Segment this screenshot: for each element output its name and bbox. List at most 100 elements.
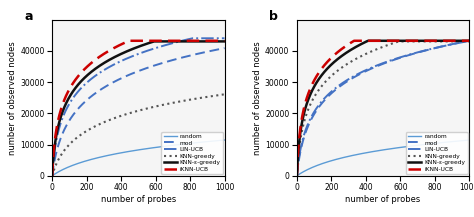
mod bbox=[187, 54, 192, 57]
Y-axis label: number of observed nodes: number of observed nodes bbox=[9, 41, 18, 155]
Line: random: random bbox=[52, 140, 225, 176]
KNN-greedy bbox=[184, 99, 190, 102]
iKNN-UCB bbox=[67, 87, 73, 90]
KNN-ε-greedy bbox=[222, 40, 228, 43]
KNN-greedy bbox=[67, 143, 73, 145]
KNN-greedy bbox=[396, 40, 401, 43]
iKNN-UCB bbox=[49, 174, 55, 177]
Line: mod: mod bbox=[52, 48, 225, 176]
random bbox=[412, 144, 418, 147]
random bbox=[294, 174, 300, 177]
KNN-greedy bbox=[49, 174, 55, 177]
KNN-ε-greedy bbox=[294, 174, 300, 177]
iKNN-UCB bbox=[364, 39, 370, 42]
Legend: random, mod, LIN-UCB, KNN-greedy, KNN-ε-greedy, iKNN-UCB: random, mod, LIN-UCB, KNN-greedy, KNN-ε-… bbox=[406, 132, 467, 174]
Text: a: a bbox=[25, 10, 33, 23]
KNN-ε-greedy bbox=[184, 40, 190, 43]
random bbox=[428, 142, 434, 145]
LIN-UCB bbox=[49, 174, 55, 177]
Line: random: random bbox=[297, 140, 469, 176]
Line: KNN-greedy: KNN-greedy bbox=[52, 94, 225, 176]
iKNN-UCB bbox=[428, 39, 434, 42]
Line: iKNN-UCB: iKNN-UCB bbox=[297, 41, 469, 176]
mod bbox=[364, 69, 369, 72]
mod bbox=[125, 74, 131, 77]
KNN-ε-greedy bbox=[428, 39, 434, 42]
LIN-UCB bbox=[67, 102, 73, 104]
KNN-greedy bbox=[466, 40, 472, 43]
Line: KNN-ε-greedy: KNN-ε-greedy bbox=[297, 41, 469, 176]
Line: LIN-UCB: LIN-UCB bbox=[52, 38, 225, 176]
random bbox=[364, 151, 369, 154]
KNN-ε-greedy bbox=[432, 39, 438, 42]
KNN-ε-greedy bbox=[365, 39, 371, 42]
iKNN-UCB bbox=[466, 39, 472, 42]
KNN-ε-greedy bbox=[119, 52, 125, 55]
iKNN-UCB bbox=[184, 39, 190, 42]
LIN-UCB bbox=[119, 59, 125, 62]
Line: LIN-UCB: LIN-UCB bbox=[297, 41, 469, 176]
LIN-UCB bbox=[364, 69, 369, 71]
random bbox=[125, 150, 131, 153]
mod bbox=[294, 174, 300, 177]
LIN-UCB bbox=[190, 37, 195, 39]
LIN-UCB bbox=[222, 37, 228, 39]
KNN-ε-greedy bbox=[370, 39, 376, 42]
iKNN-UCB bbox=[351, 39, 357, 42]
X-axis label: number of probes: number of probes bbox=[100, 195, 176, 204]
LIN-UCB bbox=[370, 66, 376, 68]
KNN-greedy bbox=[370, 49, 376, 52]
random bbox=[431, 142, 437, 145]
random bbox=[67, 165, 73, 168]
Line: mod: mod bbox=[297, 41, 469, 176]
LIN-UCB bbox=[428, 48, 434, 50]
mod bbox=[119, 77, 125, 79]
iKNN-UCB bbox=[168, 39, 173, 42]
KNN-ε-greedy bbox=[412, 39, 418, 42]
X-axis label: number of probes: number of probes bbox=[346, 195, 421, 204]
mod bbox=[49, 174, 55, 177]
KNN-ε-greedy bbox=[466, 39, 472, 42]
Y-axis label: number of observed nodes: number of observed nodes bbox=[253, 41, 262, 155]
random bbox=[222, 139, 228, 141]
mod bbox=[184, 55, 190, 58]
KNN-greedy bbox=[428, 40, 434, 43]
LIN-UCB bbox=[125, 57, 131, 59]
iKNN-UCB bbox=[294, 174, 300, 177]
KNN-greedy bbox=[187, 99, 192, 101]
LIN-UCB bbox=[412, 52, 418, 54]
iKNN-UCB bbox=[370, 39, 376, 42]
random bbox=[168, 144, 173, 147]
KNN-greedy bbox=[168, 102, 173, 105]
KNN-ε-greedy bbox=[364, 40, 369, 43]
iKNN-UCB bbox=[125, 40, 131, 43]
KNN-ε-greedy bbox=[168, 40, 173, 43]
Legend: random, mod, LIN-UCB, KNN-greedy, KNN-ε-greedy, iKNN-UCB: random, mod, LIN-UCB, KNN-greedy, KNN-ε-… bbox=[161, 132, 223, 174]
LIN-UCB bbox=[168, 43, 173, 45]
KNN-greedy bbox=[432, 40, 438, 43]
mod bbox=[412, 52, 418, 54]
random bbox=[466, 139, 472, 141]
mod bbox=[466, 39, 472, 42]
KNN-ε-greedy bbox=[49, 174, 55, 177]
iKNN-UCB bbox=[127, 39, 132, 42]
random bbox=[49, 174, 55, 177]
KNN-greedy bbox=[294, 174, 300, 177]
KNN-greedy bbox=[311, 95, 317, 98]
LIN-UCB bbox=[294, 174, 300, 177]
mod bbox=[311, 112, 317, 115]
random bbox=[187, 142, 192, 145]
mod bbox=[67, 118, 73, 121]
iKNN-UCB bbox=[412, 39, 418, 42]
iKNN-UCB bbox=[432, 39, 438, 42]
iKNN-UCB bbox=[222, 39, 228, 42]
KNN-ε-greedy bbox=[311, 85, 317, 87]
iKNN-UCB bbox=[119, 43, 125, 45]
LIN-UCB bbox=[187, 38, 192, 40]
mod bbox=[168, 59, 173, 62]
mod bbox=[431, 47, 437, 49]
KNN-greedy bbox=[222, 93, 228, 96]
KNN-ε-greedy bbox=[67, 95, 73, 98]
KNN-ε-greedy bbox=[187, 40, 192, 43]
KNN-greedy bbox=[364, 52, 369, 55]
